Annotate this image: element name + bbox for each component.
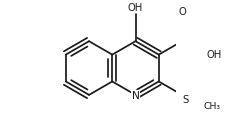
Text: OH: OH: [206, 50, 221, 60]
Text: CH₃: CH₃: [203, 102, 220, 112]
Text: S: S: [182, 95, 188, 105]
Text: OH: OH: [127, 3, 142, 13]
Text: N: N: [131, 91, 139, 101]
Text: O: O: [177, 7, 185, 17]
